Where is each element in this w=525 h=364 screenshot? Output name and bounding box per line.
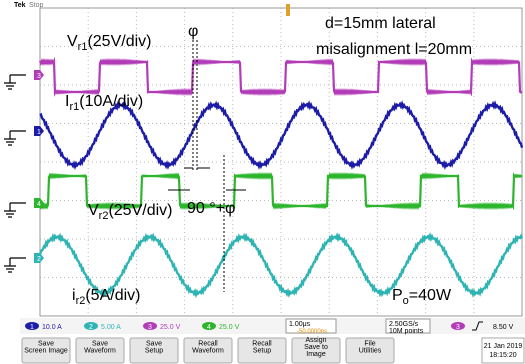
- status-bar: 1 10.0 A 2 5.00 A 3 25.0 V 4 25.0 V 1.00μs-50.00…: [20, 318, 525, 335]
- sample-rate: 2.50GS/s: [389, 321, 419, 328]
- record-length: 10M points: [389, 328, 424, 335]
- button-label: Waveform: [84, 348, 116, 355]
- brand: Tek: [14, 2, 26, 9]
- trigger-level: 8.50 V: [493, 324, 514, 331]
- channel-scale: 10.0 A: [42, 324, 62, 331]
- button-label: Save: [38, 341, 54, 348]
- oscilloscope-screen: Tek Stop Vr1(25V/div) Ir1(10A/div) Vr2(2…: [0, 0, 525, 364]
- condition-line-1: d=15mm lateral: [325, 15, 436, 32]
- button-label: Save to: [304, 344, 328, 351]
- channel-scale: 25.0 V: [219, 324, 240, 331]
- time: 18:15:20: [489, 352, 516, 359]
- button-label: Waveform: [192, 348, 224, 355]
- trigger-channel: 3: [456, 324, 460, 331]
- button-label: Utilities: [359, 348, 382, 355]
- top-bar: [0, 0, 525, 8]
- button-label: Save: [92, 341, 108, 348]
- channel-id: 4: [207, 324, 211, 331]
- phase-shift-label: 90 °+φ: [187, 200, 235, 217]
- button-label: Setup: [253, 348, 271, 355]
- button-label: Assign: [305, 337, 326, 344]
- channel-scale: 5.00 A: [101, 324, 121, 331]
- channel-id: 2: [89, 324, 93, 331]
- channel-number: 3: [37, 73, 41, 80]
- timebase: 1.00μs: [289, 321, 311, 328]
- button-label: File: [364, 341, 375, 348]
- button-label: Setup: [145, 348, 163, 355]
- button-label: Save: [146, 341, 162, 348]
- button-label: Screen Image: [24, 348, 68, 355]
- channel-id: 1: [30, 324, 34, 331]
- button-label: Image: [306, 351, 326, 358]
- channel-scale: 25.0 V: [160, 324, 181, 331]
- channel-id: 3: [148, 324, 152, 331]
- channel-number: 2: [37, 256, 41, 263]
- button-label: Recall: [198, 341, 218, 348]
- condition-line-2: misalignment l=20mm: [316, 41, 472, 58]
- phi-label: φ: [188, 23, 198, 40]
- button-label: Recall: [252, 341, 272, 348]
- datetime-box: [482, 338, 524, 363]
- trigger-marker: [286, 4, 290, 16]
- channel-number: 4: [37, 201, 41, 208]
- channel-number: 1: [37, 129, 41, 136]
- date: 21 Jan 2019: [484, 343, 523, 350]
- delay: -50.0000ns: [297, 329, 327, 335]
